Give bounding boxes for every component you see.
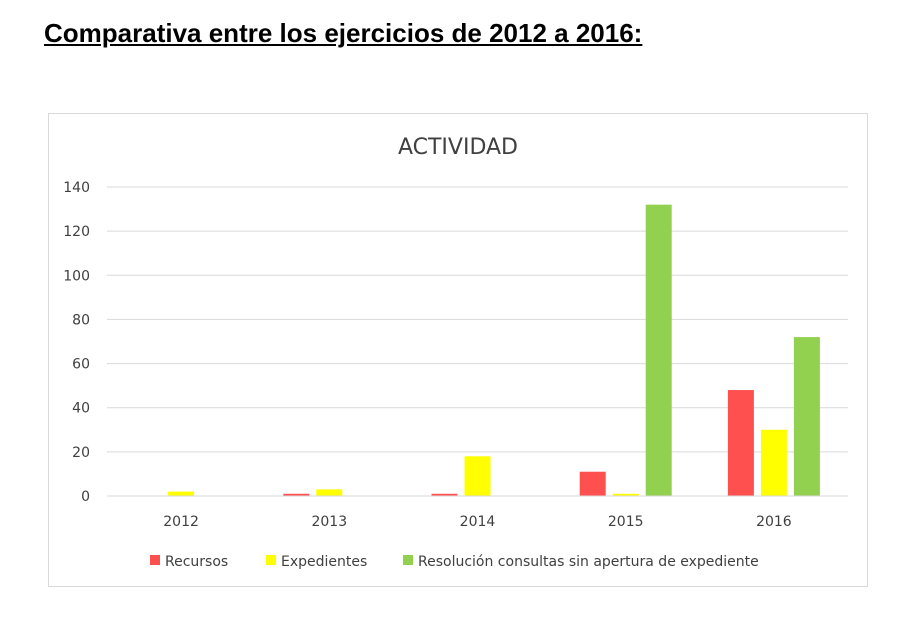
y-tick-label: 40	[72, 401, 90, 417]
bar	[431, 493, 458, 496]
legend-label: Expedientes	[281, 554, 367, 570]
y-tick-label: 80	[72, 312, 90, 328]
legend-swatch	[266, 555, 276, 565]
chart-frame	[48, 113, 868, 587]
bar	[645, 204, 672, 496]
x-tick-label: 2014	[460, 514, 496, 530]
bar	[612, 493, 639, 496]
chart-title: ACTIVIDAD	[398, 135, 518, 160]
bar	[283, 493, 310, 496]
legend-label: Recursos	[165, 554, 228, 570]
bar	[727, 390, 754, 496]
y-tick-label: 20	[72, 445, 90, 461]
y-tick-label: 60	[72, 357, 90, 373]
x-tick-label: 2015	[608, 514, 644, 530]
bar	[464, 456, 491, 496]
x-tick-label: 2013	[311, 514, 347, 530]
bar	[760, 429, 787, 496]
x-tick-label: 2012	[163, 514, 199, 530]
y-tick-label: 120	[63, 224, 90, 240]
bar	[316, 489, 343, 496]
y-tick-label: 0	[81, 489, 90, 505]
page-heading: Comparativa entre los ejercicios de 2012…	[44, 18, 643, 48]
bar	[793, 337, 820, 496]
bar	[579, 471, 606, 496]
legend-swatch	[403, 555, 413, 565]
bar	[168, 491, 195, 496]
y-tick-label: 140	[63, 180, 90, 196]
y-tick-label: 100	[63, 268, 90, 284]
legend-swatch	[150, 555, 160, 565]
x-tick-label: 2016	[756, 514, 792, 530]
legend-label: Resolución consultas sin apertura de exp…	[418, 554, 759, 570]
